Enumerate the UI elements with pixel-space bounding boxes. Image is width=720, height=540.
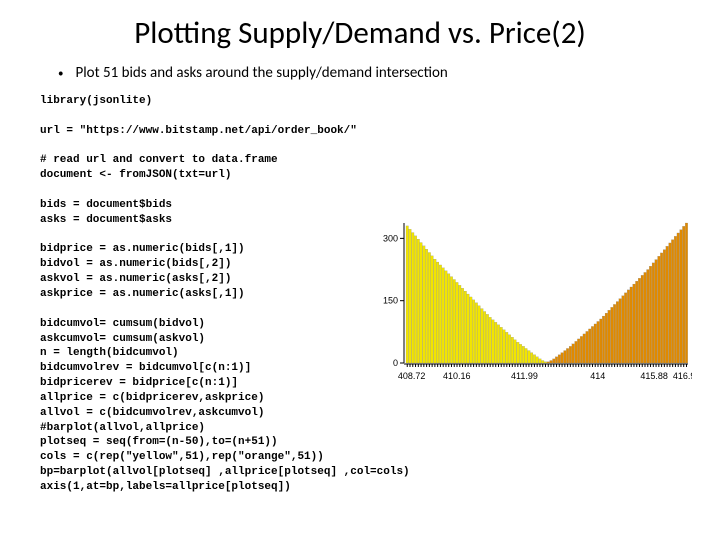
svg-text:410.16: 410.16 xyxy=(443,371,471,381)
svg-text:416.91: 416.91 xyxy=(673,371,692,381)
svg-text:0: 0 xyxy=(393,358,398,368)
bullet-item: • Plot 51 bids and asks around the suppl… xyxy=(58,64,680,84)
svg-text:408.72: 408.72 xyxy=(398,371,426,381)
svg-text:414: 414 xyxy=(590,371,605,381)
supply-demand-chart: 0 150 300 408.72 410.16 411.99 414 415.88 416.91 xyxy=(372,215,692,395)
svg-text:300: 300 xyxy=(383,233,398,243)
bullet-dot: • xyxy=(58,64,63,84)
page-title: Plotting Supply/Demand vs. Price(2) xyxy=(40,14,680,52)
bullet-text: Plot 51 bids and asks around the supply/… xyxy=(75,64,447,82)
svg-text:411.99: 411.99 xyxy=(511,371,538,381)
svg-text:415.88: 415.88 xyxy=(640,371,668,381)
svg-text:150: 150 xyxy=(383,296,398,306)
